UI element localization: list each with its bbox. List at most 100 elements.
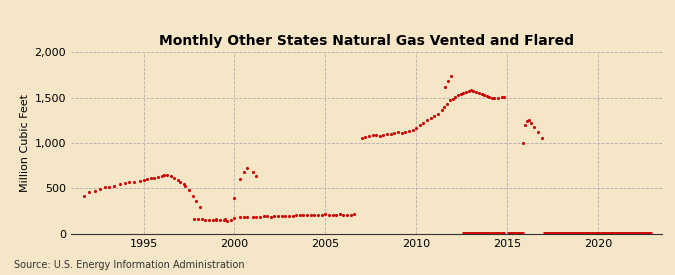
Point (385, 131, 396, 136)
Point (422, 118, 433, 123)
Point (196, 217, 207, 222)
Point (184, 188, 194, 192)
Point (499, 95, 510, 99)
Point (533, 130, 543, 134)
Point (291, 213, 302, 218)
Point (331, 212, 342, 217)
Point (298, 213, 309, 217)
Point (493, 96, 504, 100)
Point (465, 88, 476, 93)
Point (142, 176, 153, 181)
Point (464, 89, 475, 94)
Point (334, 212, 345, 217)
Point (346, 212, 356, 217)
Point (439, 105, 450, 109)
Point (273, 214, 284, 218)
Text: Source: U.S. Energy Information Administration: Source: U.S. Energy Information Administ… (14, 260, 244, 270)
Point (162, 172, 173, 177)
Point (173, 178, 184, 182)
Point (200, 218, 211, 222)
Point (342, 213, 352, 217)
Point (242, 166, 252, 170)
Point (159, 173, 170, 177)
Point (251, 214, 262, 219)
Point (429, 114, 439, 118)
Point (153, 175, 163, 180)
Point (381, 132, 392, 137)
Point (440, 84, 451, 89)
Point (364, 134, 375, 138)
Point (247, 170, 258, 174)
Point (473, 91, 484, 95)
Point (191, 199, 202, 203)
Point (165, 174, 176, 178)
Point (518, 141, 529, 145)
Point (407, 127, 418, 132)
Point (169, 176, 180, 180)
Point (367, 133, 378, 138)
Point (222, 218, 233, 223)
Point (218, 218, 229, 222)
Point (486, 95, 497, 100)
Point (378, 133, 389, 137)
Y-axis label: Million Cubic Feet: Million Cubic Feet (20, 94, 30, 192)
Point (284, 214, 294, 218)
Point (262, 214, 273, 219)
Point (455, 92, 466, 96)
Point (157, 174, 167, 178)
Point (265, 214, 276, 219)
Point (229, 216, 240, 220)
Point (404, 128, 414, 133)
Point (134, 179, 145, 183)
Point (95, 187, 105, 191)
Point (338, 212, 349, 217)
Point (393, 130, 404, 134)
Point (441, 101, 452, 106)
Point (305, 213, 316, 217)
Point (276, 214, 287, 218)
Point (418, 121, 429, 125)
Point (84, 190, 95, 195)
Point (234, 177, 245, 182)
Point (302, 213, 313, 217)
Point (470, 90, 481, 94)
Point (525, 121, 536, 125)
Point (468, 89, 479, 93)
Point (360, 134, 371, 139)
Point (187, 193, 198, 198)
Point (100, 185, 111, 190)
Point (207, 218, 218, 222)
Point (175, 180, 186, 185)
Point (180, 183, 191, 188)
Point (461, 90, 472, 94)
Point (476, 92, 487, 96)
Point (317, 212, 327, 217)
Point (433, 111, 443, 116)
Point (389, 131, 400, 135)
Point (229, 196, 240, 200)
Point (225, 218, 236, 222)
Point (483, 95, 494, 99)
Point (194, 205, 205, 210)
Point (109, 183, 120, 188)
Point (120, 181, 131, 186)
Point (247, 215, 258, 219)
Point (138, 178, 149, 182)
Point (447, 96, 458, 101)
Point (529, 125, 540, 129)
Point (396, 130, 407, 135)
Point (411, 126, 422, 130)
Point (251, 174, 262, 178)
Point (313, 213, 323, 217)
Point (443, 79, 454, 84)
Point (356, 135, 367, 140)
Point (192, 217, 203, 221)
Point (536, 135, 547, 140)
Point (215, 218, 225, 222)
Point (323, 212, 334, 217)
Point (149, 176, 160, 180)
Point (444, 98, 455, 103)
Point (104, 184, 115, 189)
Point (145, 175, 156, 180)
Point (400, 130, 410, 134)
